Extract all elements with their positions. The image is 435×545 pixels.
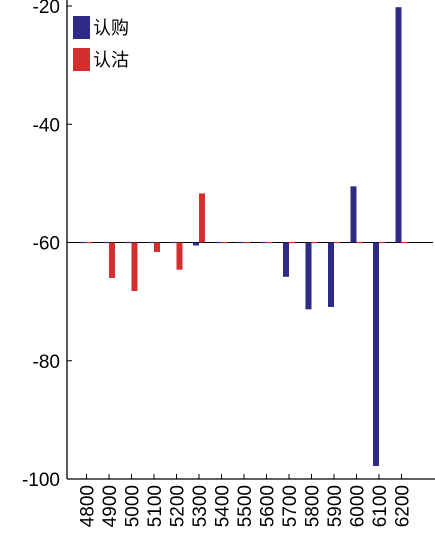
bars bbox=[80, 7, 408, 466]
bar-call-6200 bbox=[395, 7, 402, 243]
axes: -100 -80 -60 -40 -20 4800 4900 5000 5100 5200 5300… bbox=[22, 0, 435, 527]
bar-put-5900 bbox=[334, 241, 340, 244]
x-tick-label: 6100 bbox=[370, 485, 391, 527]
bar-put-5600 bbox=[266, 241, 273, 244]
x-tick-label: 5500 bbox=[235, 485, 256, 527]
bar-put-6200 bbox=[401, 241, 408, 244]
bar-put-5700 bbox=[289, 241, 295, 244]
bar-call-5200 bbox=[170, 241, 177, 244]
bar-call-5300 bbox=[193, 242, 199, 246]
x-tick-label: 5000 bbox=[123, 485, 144, 527]
bar-call-6000 bbox=[350, 186, 357, 243]
x-tick-label: 6200 bbox=[393, 485, 414, 527]
bar-put-6000 bbox=[356, 241, 363, 244]
bar-put-5500 bbox=[244, 241, 250, 244]
legend-swatch-put bbox=[73, 48, 90, 71]
bar-call-5500 bbox=[238, 241, 244, 244]
x-tick-label: 5300 bbox=[190, 485, 211, 527]
bar-call-5800 bbox=[305, 242, 312, 310]
y-tick-label: -40 bbox=[33, 115, 60, 136]
bar-put-5100 bbox=[154, 242, 160, 252]
x-tick-label: 6000 bbox=[348, 485, 369, 527]
x-tick-label: 5200 bbox=[168, 485, 189, 527]
bar-call-4900 bbox=[103, 241, 109, 244]
bar-call-5000 bbox=[125, 241, 132, 244]
y-tick-label: -20 bbox=[33, 0, 60, 18]
legend-label-call: 认购 bbox=[93, 18, 129, 39]
bar-put-4900 bbox=[109, 242, 115, 278]
x-tick-label: 4800 bbox=[78, 485, 99, 527]
y-tick-label: -100 bbox=[22, 470, 60, 491]
bar-call-5700 bbox=[283, 242, 289, 277]
bar-put-4800 bbox=[86, 241, 93, 244]
x-tick-label: 5100 bbox=[145, 485, 166, 527]
bar-call-5600 bbox=[260, 241, 267, 244]
x-tick-label: 5800 bbox=[303, 485, 324, 527]
bar-call-5100 bbox=[148, 241, 154, 244]
bar-call-5900 bbox=[328, 242, 334, 307]
bar-call-5400 bbox=[215, 241, 222, 244]
x-tick-label: 5400 bbox=[213, 485, 234, 527]
bar-put-6100 bbox=[379, 241, 385, 244]
bar-put-5400 bbox=[221, 241, 228, 244]
x-tick-label: 5900 bbox=[325, 485, 346, 527]
bar-call-6100 bbox=[373, 242, 379, 466]
bar-put-5200 bbox=[176, 242, 183, 270]
x-tick-label: 5700 bbox=[280, 485, 301, 527]
legend-label-put: 认沽 bbox=[93, 50, 129, 71]
legend-swatch-call bbox=[73, 16, 90, 39]
bar-call-4800 bbox=[80, 241, 87, 244]
x-tick-label: 4900 bbox=[100, 485, 121, 527]
bar-put-5000 bbox=[131, 242, 138, 291]
y-tick-label: -60 bbox=[33, 234, 60, 255]
y-tick-label: -80 bbox=[33, 352, 60, 373]
bar-put-5300 bbox=[199, 193, 205, 243]
x-tick-label: 5600 bbox=[258, 485, 279, 527]
bar-put-5800 bbox=[311, 241, 318, 244]
